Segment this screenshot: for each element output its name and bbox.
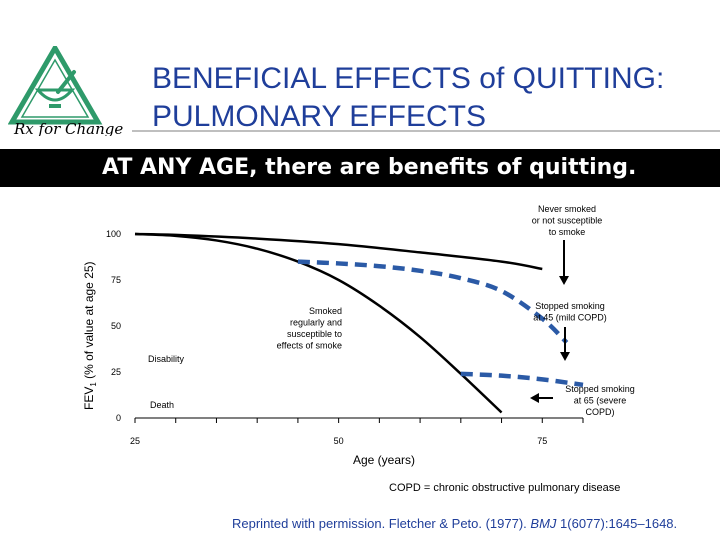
y-tick-label: 25 — [111, 367, 121, 377]
citation-journal: BMJ — [530, 516, 557, 531]
annotation-stop65-line: COPD) — [586, 407, 615, 417]
y-tick-label: 0 — [116, 413, 121, 423]
threshold-label-death: Death — [150, 400, 174, 410]
chart-axes: 25 50 75 0 25 50 75 100 FEV1 (% of value at age … — [82, 229, 584, 467]
series-line-stop65 — [460, 371, 584, 388]
series-line-smoked — [134, 232, 503, 414]
citation: Reprinted with permission. Fletcher & Pe… — [232, 516, 677, 531]
stop65-arrow-icon-head — [530, 393, 539, 403]
footnote: COPD = chronic obstructive pulmonary dis… — [389, 482, 621, 494]
annotation-stop45-line: Stopped smoking — [535, 301, 605, 311]
annotation-stop65-line: Stopped smoking — [565, 384, 635, 394]
banner-text: AT ANY AGE, there are benefits of quitti… — [102, 155, 637, 180]
series-line-stop45 — [297, 259, 569, 345]
annotation-never-line: to smoke — [549, 227, 586, 237]
x-tick-label: 25 — [130, 436, 140, 446]
never-smoked-arrow-icon-head — [559, 276, 569, 285]
stop45-arrow-icon-head — [560, 352, 570, 361]
logo-triangle-icon — [8, 46, 103, 125]
annotation-stop45-line: at 45 (mild COPD) — [533, 313, 607, 323]
citation-prefix: Reprinted with permission. Fletcher & Pe… — [232, 516, 531, 531]
banner: AT ANY AGE, there are benefits of quitti… — [0, 149, 720, 187]
never-smoked-arrow-icon — [559, 240, 569, 285]
annotation-stop65-line: at 65 (severe — [574, 396, 627, 406]
y-tick-label: 100 — [106, 229, 121, 239]
title-line-1: BENEFICIAL EFFECTS of QUITTING: — [152, 62, 665, 95]
annotation-smoked-line: regularly and — [290, 318, 342, 328]
y-tick-label: 50 — [111, 321, 121, 331]
logo-text: Rx for Change — [13, 120, 123, 136]
stop65-arrow-icon — [530, 393, 553, 403]
x-tick-label: 75 — [537, 436, 547, 446]
annotation-never-line: or not susceptible — [532, 216, 603, 226]
title-divider — [132, 130, 720, 132]
title-line-2: PULMONARY EFFECTS — [152, 100, 486, 133]
page-title: BENEFICIAL EFFECTS of QUITTING: PULMONAR… — [152, 60, 712, 136]
annotation-never-line: Never smoked — [538, 204, 596, 214]
annotation-smoked-line: Smoked — [309, 306, 342, 316]
mortar-pestle-icon — [34, 70, 76, 108]
rx-for-change-logo: Rx for Change — [8, 46, 123, 136]
x-axis-label: Age (years) — [353, 453, 415, 467]
y-tick-label: 75 — [111, 275, 121, 285]
citation-suffix: 1(6077):1645–1648. — [556, 516, 678, 531]
stop45-arrow-icon — [560, 327, 570, 361]
x-tick-label: 50 — [334, 436, 344, 446]
y-axis-label: FEV1 (% of value at age 25) — [82, 261, 98, 410]
chart-series — [134, 232, 584, 414]
annotation-smoked-line: effects of smoke — [277, 341, 342, 351]
annotation-smoked-line: susceptible to — [287, 329, 342, 339]
threshold-label-disability: Disability — [148, 354, 185, 364]
